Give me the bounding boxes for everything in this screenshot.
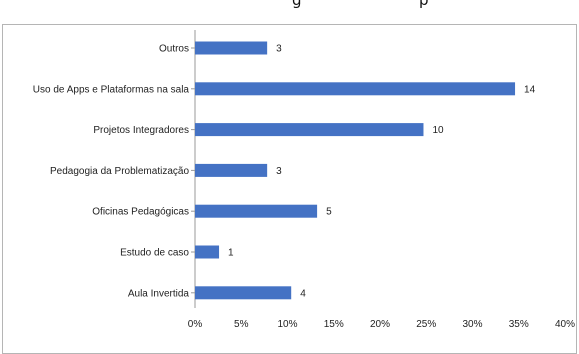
bar <box>195 82 516 96</box>
category-label: Estudo de caso <box>120 248 189 259</box>
category-label: Pedagogia da Problematização <box>50 166 189 177</box>
category-label: Outros <box>159 44 189 55</box>
title-fragment-left: g <box>292 0 302 9</box>
horizontal-bar-chart: Outros 3 Uso de Apps e Plataformas na sala… <box>33 30 575 330</box>
x-tick-label: 35% <box>509 319 529 330</box>
bar <box>195 123 424 137</box>
category-label: Aula Invertida <box>128 288 190 299</box>
x-tick-label: 30% <box>462 319 482 330</box>
data-label: 1 <box>228 248 234 259</box>
category-label: Oficinas Pedagógicas <box>92 207 189 218</box>
x-tick-label: 15% <box>324 319 344 330</box>
chart-title-fragment: g p <box>0 0 579 22</box>
data-label: 5 <box>326 207 332 218</box>
x-tick-label: 10% <box>277 319 297 330</box>
bar <box>195 41 268 55</box>
title-fragment-right: p <box>419 0 429 9</box>
x-tick-label: 40% <box>555 319 575 330</box>
x-tick-label: 20% <box>370 319 390 330</box>
data-label: 3 <box>276 166 282 177</box>
x-tick-label: 25% <box>416 319 436 330</box>
data-label: 14 <box>524 84 536 95</box>
bar <box>195 204 318 218</box>
bar <box>195 163 268 177</box>
data-label: 10 <box>432 125 444 136</box>
category-label: Uso de Apps e Plataformas na sala <box>33 84 190 95</box>
bar <box>195 245 220 259</box>
data-label: 3 <box>276 44 282 55</box>
category-label: Projetos Integradores <box>93 125 189 136</box>
x-tick-label: 5% <box>234 319 249 330</box>
data-label: 4 <box>300 288 306 299</box>
x-tick-label: 0% <box>188 319 203 330</box>
bar <box>195 286 292 300</box>
